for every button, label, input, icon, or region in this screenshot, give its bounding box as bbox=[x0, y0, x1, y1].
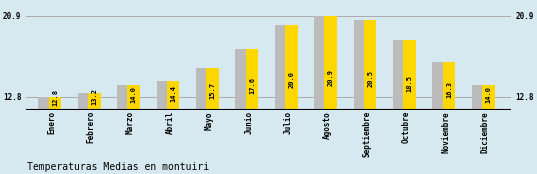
Text: 13.2: 13.2 bbox=[91, 88, 97, 105]
Bar bbox=[472, 85, 484, 110]
Text: 12.8: 12.8 bbox=[52, 89, 58, 106]
Bar bbox=[354, 20, 366, 110]
Bar bbox=[285, 25, 297, 110]
Bar bbox=[275, 25, 287, 110]
Bar bbox=[206, 68, 219, 110]
Bar bbox=[196, 68, 208, 110]
Bar bbox=[38, 97, 51, 110]
Bar bbox=[235, 49, 248, 110]
Text: 20.9: 20.9 bbox=[328, 69, 334, 86]
Bar bbox=[364, 20, 376, 110]
Text: 14.4: 14.4 bbox=[170, 85, 176, 102]
Bar bbox=[403, 40, 416, 110]
Text: 14.0: 14.0 bbox=[485, 86, 491, 103]
Bar bbox=[482, 85, 495, 110]
Text: 20.0: 20.0 bbox=[288, 72, 294, 88]
Bar bbox=[78, 93, 90, 110]
Bar bbox=[117, 85, 130, 110]
Bar bbox=[49, 97, 61, 110]
Bar bbox=[167, 81, 179, 110]
Bar bbox=[324, 16, 337, 110]
Bar bbox=[314, 16, 327, 110]
Bar bbox=[88, 93, 100, 110]
Text: Temperaturas Medias en montuiri: Temperaturas Medias en montuiri bbox=[27, 162, 209, 172]
Bar bbox=[127, 85, 140, 110]
Text: 17.6: 17.6 bbox=[249, 77, 255, 94]
Bar bbox=[393, 40, 405, 110]
Text: 14.0: 14.0 bbox=[130, 86, 137, 103]
Text: 18.5: 18.5 bbox=[407, 75, 412, 92]
Bar bbox=[157, 81, 169, 110]
Text: 20.5: 20.5 bbox=[367, 70, 373, 87]
Bar bbox=[245, 49, 258, 110]
Text: 15.7: 15.7 bbox=[209, 82, 215, 99]
Bar bbox=[432, 62, 445, 110]
Bar bbox=[442, 62, 455, 110]
Text: 16.3: 16.3 bbox=[446, 81, 452, 98]
